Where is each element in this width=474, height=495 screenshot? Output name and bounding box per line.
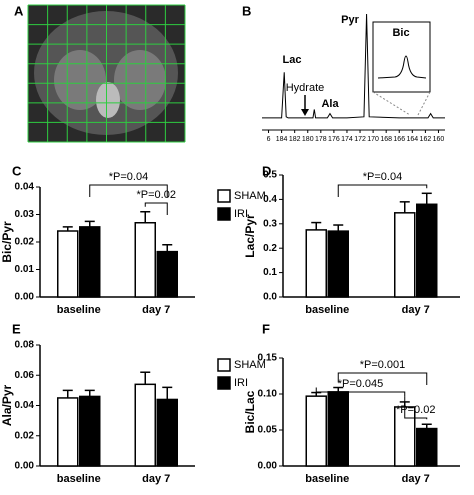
x-tick-label: day 7 — [142, 304, 170, 316]
x-tick-label: baseline — [305, 473, 349, 485]
bar — [156, 398, 178, 467]
y-tick-label: 0.02 — [15, 430, 35, 441]
y-tick-label: 0.00 — [258, 461, 278, 472]
panel-letter: B — [242, 3, 251, 18]
x-tick-label: 180 — [302, 136, 314, 143]
x-tick-label: day 7 — [402, 304, 430, 316]
y-tick-label: 0.00 — [15, 461, 35, 472]
x-tick-label: 182 — [289, 136, 301, 143]
y-tick-label: 0.3 — [263, 218, 277, 229]
x-tick-label: 162 — [420, 136, 432, 143]
significance-label: *P=0.04 — [363, 171, 402, 183]
x-tick-label: day 7 — [142, 473, 170, 485]
spectrum-line — [262, 13, 445, 119]
x-tick-label: baseline — [305, 304, 349, 316]
bar — [57, 397, 79, 467]
y-tick-label: 0.10 — [258, 389, 278, 400]
significance-bracket — [404, 396, 428, 420]
x-tick-label: 168 — [380, 136, 392, 143]
bar — [416, 427, 438, 467]
bar — [79, 395, 101, 467]
x-tick-label: 174 — [341, 136, 353, 143]
significance-label: *P=0.02 — [137, 189, 176, 201]
x-tick-label: 172 — [354, 136, 366, 143]
y-tick-label: 0.06 — [15, 370, 35, 381]
peak-label: Hydrate — [286, 82, 325, 94]
legend-label: IRI — [234, 208, 248, 220]
significance-bracket — [89, 184, 168, 197]
significance-label: *P=0.001 — [360, 359, 406, 371]
bar — [416, 203, 438, 298]
y-axis-label: Bic/Lac — [243, 390, 257, 433]
y-tick-label: 0.0 — [263, 292, 277, 303]
x-tick-label: 184 — [276, 136, 288, 143]
panel-letter: D — [262, 163, 271, 178]
x-tick-label: baseline — [57, 304, 101, 316]
arrow-head — [301, 109, 309, 116]
inset-label: Bic — [392, 27, 409, 39]
legend-label: IRI — [234, 377, 248, 389]
bar — [79, 226, 101, 298]
y-tick-label: 0.00 — [15, 292, 35, 303]
bar — [134, 222, 156, 298]
peak-label: Pyr — [341, 14, 359, 26]
significance-label: *P=0.045 — [338, 378, 384, 390]
legend-label: SHAM — [234, 190, 266, 202]
y-tick-label: 0.02 — [15, 237, 35, 248]
y-tick-label: 0.1 — [263, 267, 277, 278]
bar — [305, 395, 327, 467]
significance-bracket — [315, 387, 406, 397]
bar — [327, 230, 349, 298]
significance-label: *P=0.04 — [109, 171, 148, 183]
spectrum-inset — [372, 21, 431, 116]
y-tick-label: 0.04 — [15, 182, 35, 193]
bar — [394, 212, 416, 298]
panel-letter: F — [262, 321, 270, 336]
significance-bracket — [337, 184, 428, 197]
panel-letter: E — [12, 321, 21, 336]
bar — [305, 229, 327, 298]
significance-label: *P=0.02 — [396, 404, 435, 416]
y-tick-label: 0.15 — [258, 353, 278, 364]
mri-image — [27, 4, 186, 143]
x-tick-label: 6 — [267, 136, 271, 143]
x-tick-label: baseline — [57, 473, 101, 485]
x-tick-label: 160 — [433, 136, 445, 143]
y-axis-label: Ala/Pyr — [0, 384, 14, 426]
y-tick-label: 0.4 — [263, 194, 277, 205]
significance-bracket — [144, 202, 168, 215]
significance-bracket — [337, 372, 428, 385]
panel-letter: A — [14, 3, 24, 18]
bar — [57, 230, 79, 298]
legend-swatch — [217, 189, 231, 203]
bar — [134, 383, 156, 467]
y-axis-label: Bic/Pyr — [0, 221, 14, 263]
x-tick-label: 166 — [393, 136, 405, 143]
x-tick-label: 164 — [406, 136, 418, 143]
legend-label: SHAM — [234, 359, 266, 371]
y-tick-label: 0.05 — [258, 425, 278, 436]
y-tick-label: 0.04 — [15, 400, 35, 411]
bar — [327, 391, 349, 467]
peak-label: Ala — [321, 98, 339, 110]
bar — [156, 250, 178, 298]
y-tick-label: 0.08 — [15, 340, 35, 351]
peak-label: Lac — [283, 54, 302, 66]
y-axis-label: Lac/Pyr — [243, 214, 257, 258]
x-tick-label: day 7 — [402, 473, 430, 485]
x-tick-label: 178 — [315, 136, 327, 143]
x-tick-label: 176 — [328, 136, 340, 143]
panel-letter: C — [12, 163, 22, 178]
legend-swatch — [217, 358, 231, 372]
legend-swatch — [217, 207, 231, 221]
y-tick-label: 0.2 — [263, 243, 277, 254]
y-tick-label: 0.5 — [263, 170, 277, 181]
y-tick-label: 0.03 — [15, 209, 35, 220]
y-tick-label: 0.01 — [15, 264, 35, 275]
legend-swatch — [217, 376, 231, 390]
x-tick-label: 170 — [367, 136, 379, 143]
